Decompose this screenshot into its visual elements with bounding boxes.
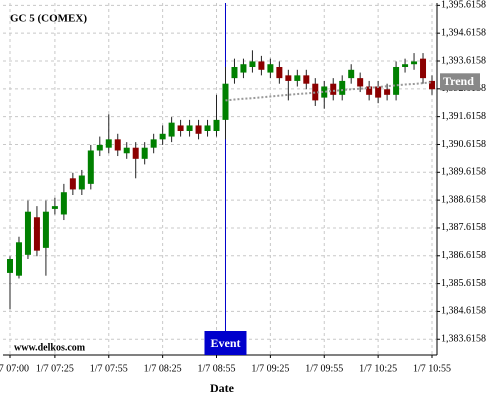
watermark: www.delkos.com xyxy=(14,342,86,353)
candle-body xyxy=(303,75,310,84)
candle-body xyxy=(123,147,130,154)
y-tick-label: 1,386.6158 xyxy=(441,250,486,261)
candle-body xyxy=(204,125,211,131)
y-tick-label: 1,388.6158 xyxy=(441,194,486,205)
candle-body xyxy=(384,89,391,95)
x-tick-label: 1/7 09:55 xyxy=(305,363,343,374)
candle-body xyxy=(69,178,76,190)
candle-body xyxy=(7,259,13,273)
candle-body xyxy=(51,206,58,209)
y-tick-label: 1,384.6158 xyxy=(441,306,486,317)
candle-body xyxy=(33,217,40,251)
candle-body xyxy=(231,67,238,79)
y-tick-label: 1,395.6158 xyxy=(441,0,486,11)
labels: 1,383.6158 1,384.6158 1,385.6158 1,386.6158… xyxy=(0,0,486,374)
candle-body xyxy=(420,58,427,79)
x-tick-label: 1/7 07:00 xyxy=(0,363,29,374)
candle-body xyxy=(42,211,49,248)
candle-body xyxy=(168,122,175,137)
candle-body xyxy=(159,133,166,140)
candle-body xyxy=(141,147,148,159)
x-tick-label: 1/7 10:25 xyxy=(359,363,397,374)
candle-body xyxy=(366,86,373,95)
y-tick-label: 1,389.6158 xyxy=(441,167,486,178)
y-tick-label: 1,390.6158 xyxy=(441,139,486,150)
candle-body xyxy=(294,75,301,81)
candle-body xyxy=(60,192,67,215)
candle-body xyxy=(276,67,283,79)
candle-body xyxy=(78,175,85,190)
trend-line xyxy=(225,81,433,102)
y-tick-label: 1,393.6158 xyxy=(441,55,486,66)
trend-label-box xyxy=(440,73,480,91)
candle-body xyxy=(240,64,247,73)
x-tick-label: 1/7 10:55 xyxy=(413,363,451,374)
candle-body xyxy=(249,61,256,67)
x-tick-label: 1/7 08:25 xyxy=(144,363,182,374)
y-tick-label: 1,383.6158 xyxy=(441,334,486,345)
marks xyxy=(7,3,435,355)
candle-body xyxy=(375,86,382,98)
y-tick-label: 1,394.6158 xyxy=(441,27,486,38)
candle-body xyxy=(213,119,220,131)
candle-body xyxy=(285,75,292,81)
x-tick-label: 1/7 08:55 xyxy=(197,363,235,374)
candle-body xyxy=(24,211,31,255)
candle-body xyxy=(393,67,400,95)
x-tick-label: 1/7 07:55 xyxy=(90,363,128,374)
candle-body xyxy=(87,150,94,184)
candle-body xyxy=(402,64,409,67)
candle-body xyxy=(150,139,157,148)
event-label-box xyxy=(204,331,247,355)
candle-body xyxy=(132,147,139,159)
x-axis-title: Date xyxy=(210,381,235,395)
candle-body xyxy=(348,69,355,79)
candle-body xyxy=(429,80,435,90)
candle-body xyxy=(222,83,229,120)
event-label: Event xyxy=(210,336,240,350)
candle-body xyxy=(267,64,274,73)
candle-body xyxy=(339,80,346,95)
candle-body xyxy=(96,144,103,151)
x-tick-label: 1/7 07:25 xyxy=(36,363,74,374)
candle-body xyxy=(186,125,193,131)
candle-body xyxy=(330,83,337,95)
candle-body xyxy=(177,125,184,131)
y-tick-label: 1,391.6158 xyxy=(441,111,486,122)
candle-body xyxy=(195,125,202,134)
candle-body xyxy=(114,139,121,151)
chart-title: GC 5 (COMEX) xyxy=(10,13,87,25)
grid xyxy=(3,3,440,358)
x-tick-label: 1/7 09:25 xyxy=(251,363,289,374)
candle-body xyxy=(321,86,328,98)
candle-body xyxy=(411,61,418,65)
candle-body xyxy=(15,242,22,276)
candle-body xyxy=(105,139,112,148)
trend-label: Trend xyxy=(443,74,474,88)
y-tick-label: 1,387.6158 xyxy=(441,222,486,233)
y-tick-label: 1,385.6158 xyxy=(441,278,486,289)
candle-body xyxy=(312,83,319,101)
candle-body xyxy=(258,61,265,70)
candle-body xyxy=(357,78,364,87)
